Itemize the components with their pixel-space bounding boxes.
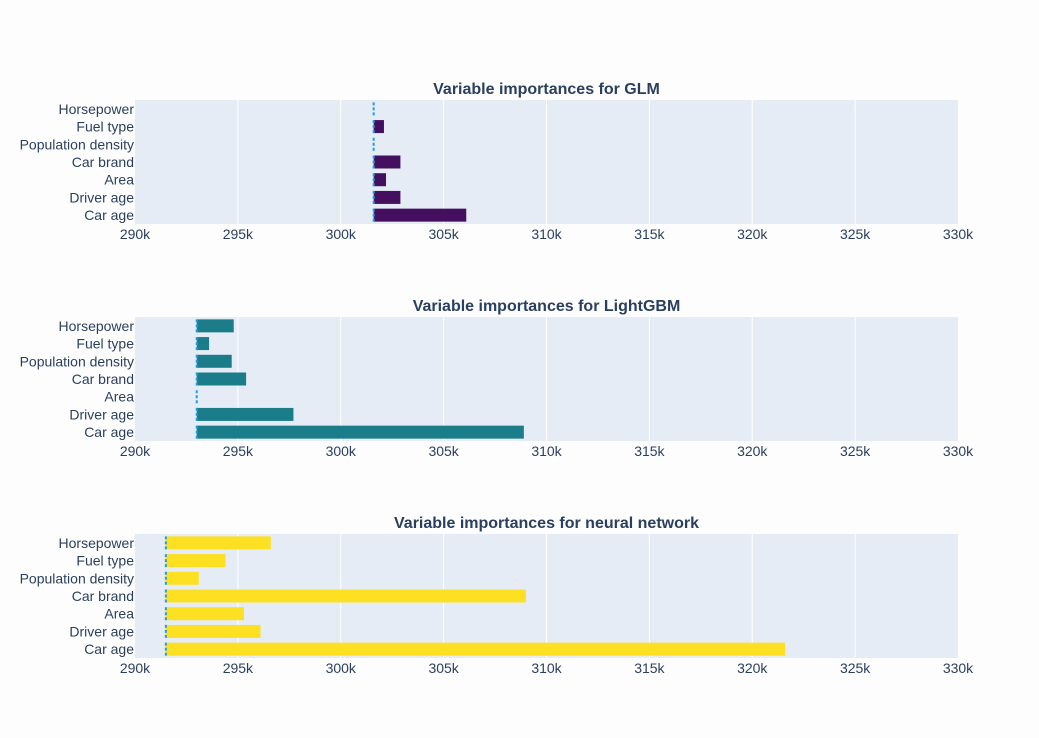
y-category-label: Car brand [72,588,134,604]
x-tick-label: 320k [737,226,768,242]
x-tick-label: 310k [531,660,562,676]
bar-driver-age [165,624,261,638]
x-tick-label: 300k [326,660,357,676]
y-category-label: Car brand [72,154,134,170]
y-category-label: Horsepower [59,318,135,334]
chart-title: Variable importances for GLM [433,81,660,98]
y-category-label: Horsepower [59,101,135,117]
y-category-label: Fuel type [76,119,134,135]
y-category-label: Fuel type [76,336,134,352]
chart-title: Variable importances for LightGBM [413,298,681,315]
bar-car-brand [373,155,401,169]
y-category-label: Population density [20,353,134,369]
y-category-label: Car age [84,207,134,223]
bar-horsepower [196,319,234,333]
x-tick-label: 325k [840,660,871,676]
x-tick-label: 315k [634,660,665,676]
bar-car-age [165,642,786,656]
y-category-label: Driver age [69,623,134,639]
x-tick-label: 295k [223,226,254,242]
x-tick-label: 330k [943,660,974,676]
y-category-label: Fuel type [76,553,134,569]
bar-fuel-type [196,337,210,351]
x-tick-label: 290k [120,443,151,459]
bar-driver-age [373,190,401,204]
y-category-label: Car brand [72,371,134,387]
y-category-label: Area [104,606,134,622]
bar-car-brand [196,372,247,386]
x-tick-label: 325k [840,226,871,242]
x-tick-label: 300k [326,226,357,242]
chart-panel-0: 290k 295k 300k 305k 310k 315k 320k 325k 330k Vari… [20,81,975,242]
y-category-label: Horsepower [59,535,135,551]
x-tick-label: 305k [428,443,459,459]
y-category-label: Population density [20,570,134,586]
chart-title: Variable importances for neural network [394,515,699,532]
chart-panel-1: 290k 295k 300k 305k 310k 315k 320k 325k 330k Vari… [20,298,975,459]
bar-population-density [165,571,199,585]
bar-population-density [196,354,232,368]
chart-panel-2: 290k 295k 300k 305k 310k 315k 320k 325k 330k Vari… [20,515,975,676]
bar-horsepower [165,536,271,550]
bar-car-age [196,425,524,439]
y-category-label: Area [104,172,134,188]
bar-fuel-type [165,554,226,568]
x-tick-label: 305k [428,226,459,242]
x-tick-label: 320k [737,443,768,459]
bar-driver-age [196,407,294,421]
x-tick-label: 290k [120,226,151,242]
y-category-label: Driver age [69,189,134,205]
x-tick-label: 295k [223,443,254,459]
x-tick-label: 310k [531,443,562,459]
x-tick-label: 300k [326,443,357,459]
y-category-label: Driver age [69,406,134,422]
y-category-label: Car age [84,424,134,440]
x-tick-label: 290k [120,660,151,676]
y-category-label: Area [104,389,134,405]
x-tick-label: 295k [223,660,254,676]
y-category-label: Car age [84,641,134,657]
x-tick-label: 320k [737,660,768,676]
bar-area [165,607,245,621]
x-tick-label: 330k [943,226,974,242]
x-tick-label: 330k [943,443,974,459]
bar-car-age [373,208,467,222]
bar-car-brand [165,589,526,603]
x-tick-label: 315k [634,443,665,459]
bar-fuel-type [373,120,384,134]
x-tick-label: 315k [634,226,665,242]
x-tick-label: 310k [531,226,562,242]
bar-area [373,173,387,187]
x-tick-label: 305k [428,660,459,676]
x-tick-label: 325k [840,443,871,459]
y-category-label: Population density [20,136,134,152]
